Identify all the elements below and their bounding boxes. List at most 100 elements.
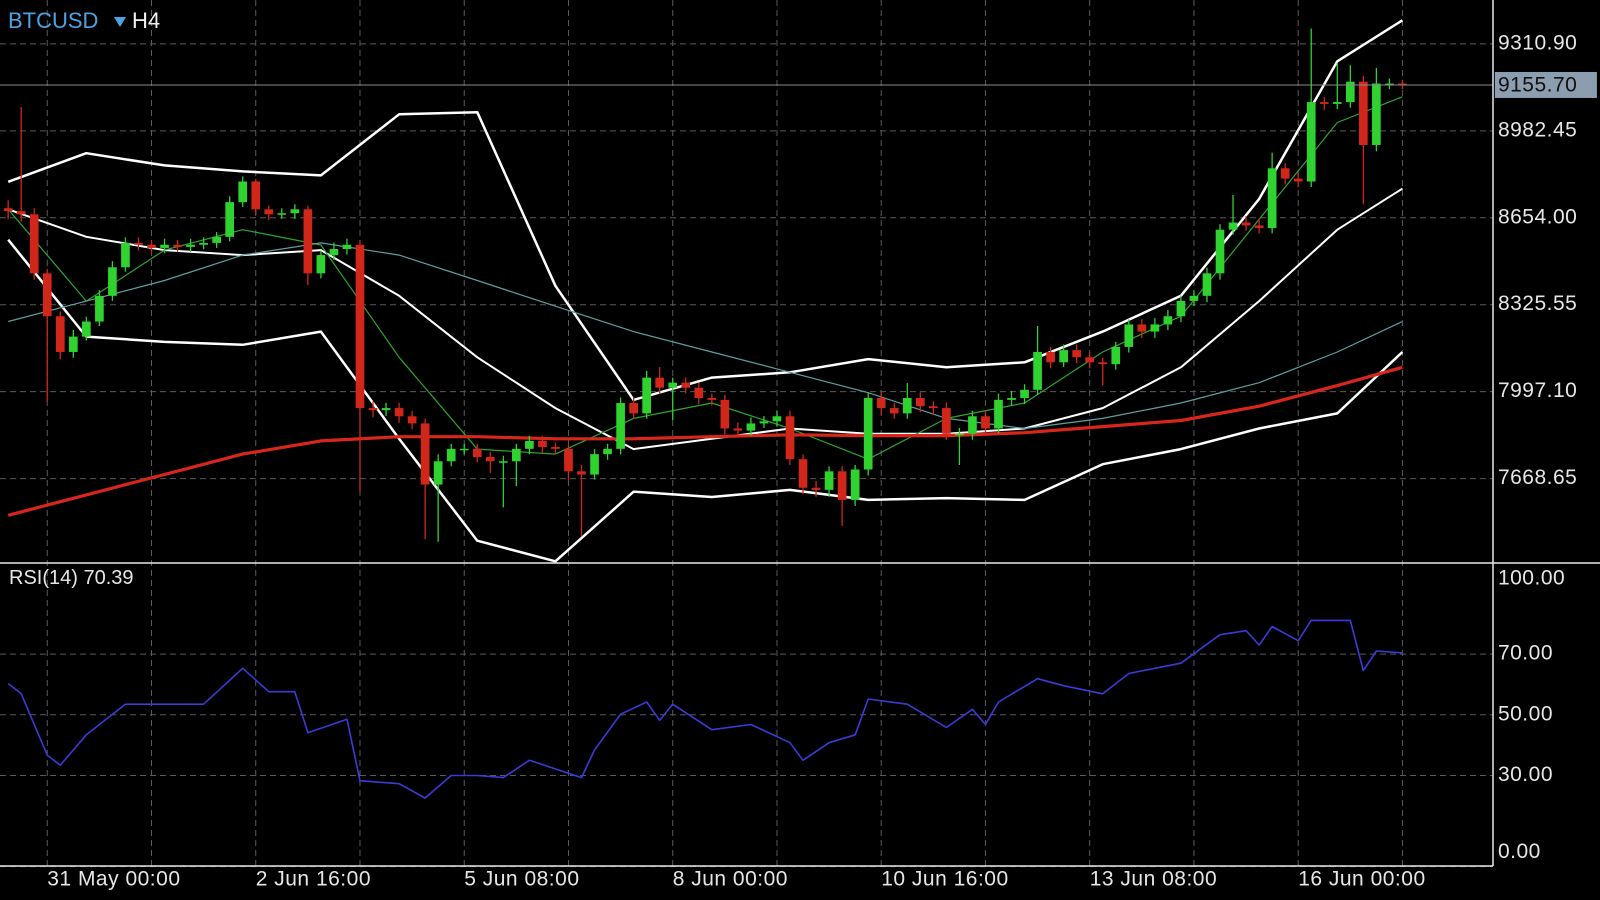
y-tick-label: 30.00 bbox=[1498, 763, 1553, 786]
y-tick-label: 0.00 bbox=[1498, 840, 1541, 863]
candle-body bbox=[108, 267, 117, 296]
candle-body bbox=[1137, 324, 1147, 332]
candle-body bbox=[590, 454, 599, 475]
candle-body bbox=[342, 244, 352, 249]
dropdown-icon[interactable] bbox=[114, 17, 126, 27]
candle-body bbox=[1385, 83, 1394, 86]
y-tick-label: 8654.00 bbox=[1498, 205, 1577, 228]
x-tick-label: 31 May 00:00 bbox=[47, 868, 180, 891]
candle-body bbox=[1228, 222, 1238, 230]
overlay-line bbox=[7, 365, 1403, 517]
candle-body bbox=[642, 377, 651, 414]
y-tick-label: 9310.90 bbox=[1498, 31, 1577, 54]
timeframe: H4 bbox=[132, 8, 160, 33]
candle-body bbox=[485, 457, 495, 462]
candle-body bbox=[1319, 102, 1329, 104]
candle-body bbox=[160, 244, 169, 248]
candle-body bbox=[420, 423, 430, 485]
candle-body bbox=[29, 214, 39, 274]
indicator-value: 70.39 bbox=[83, 567, 133, 589]
candle-body bbox=[577, 471, 586, 475]
candle-body bbox=[290, 209, 300, 214]
candle-body bbox=[707, 398, 717, 400]
candle-body bbox=[1150, 324, 1160, 332]
y-tick-label: 50.00 bbox=[1498, 702, 1553, 725]
candle-body bbox=[981, 416, 990, 429]
y-tick-label: 8325.55 bbox=[1498, 292, 1577, 315]
candle-body bbox=[1046, 351, 1055, 363]
candle-body bbox=[1267, 168, 1277, 229]
x-tick-label: 2 Jun 16:00 bbox=[256, 868, 371, 891]
candle-body bbox=[1254, 225, 1264, 229]
candle-body bbox=[1241, 222, 1251, 226]
candle-body bbox=[837, 471, 847, 500]
candle-body bbox=[564, 448, 573, 472]
candle-body bbox=[303, 209, 313, 274]
candle-body bbox=[994, 399, 1003, 429]
candle-body bbox=[1332, 102, 1342, 104]
candle-body bbox=[433, 461, 443, 485]
current-price-box bbox=[1494, 71, 1597, 98]
candle-body bbox=[55, 316, 65, 352]
candle-body bbox=[955, 433, 964, 436]
candle-body bbox=[368, 408, 378, 411]
frame bbox=[0, 0, 1600, 867]
candle-body bbox=[525, 440, 534, 449]
candle-body bbox=[863, 398, 873, 470]
candle-body bbox=[147, 244, 156, 248]
candle-body bbox=[264, 209, 274, 215]
candle-body bbox=[1098, 362, 1108, 365]
candle-body bbox=[212, 236, 221, 243]
candle-body bbox=[551, 446, 560, 449]
candle-body bbox=[1398, 83, 1407, 86]
symbol: BTCUSD bbox=[8, 8, 98, 33]
candle-body bbox=[121, 242, 130, 268]
candle-body bbox=[355, 244, 365, 409]
candle-body bbox=[668, 382, 678, 388]
candle-body bbox=[407, 416, 417, 424]
candle-body bbox=[1072, 350, 1082, 358]
candle-body bbox=[394, 408, 404, 417]
candle-body bbox=[876, 398, 886, 409]
overlay-line bbox=[7, 238, 1404, 563]
candle-body bbox=[316, 255, 326, 274]
candle-body bbox=[173, 244, 182, 247]
candle-body bbox=[1306, 102, 1316, 182]
candle-body bbox=[1280, 168, 1290, 179]
candle-body bbox=[850, 469, 860, 500]
overlay-line bbox=[8, 242, 1403, 430]
candle-body bbox=[1176, 300, 1186, 317]
candle-body bbox=[42, 273, 52, 317]
x-tick-label: 5 Jun 08:00 bbox=[464, 868, 579, 891]
candle-body bbox=[1202, 273, 1212, 296]
candle-body bbox=[1345, 81, 1355, 103]
candle-body bbox=[459, 448, 469, 451]
candle-body bbox=[772, 416, 782, 422]
candle-body bbox=[1215, 229, 1225, 274]
candle-body bbox=[134, 242, 143, 245]
indicator-name: RSI(14) bbox=[9, 567, 78, 589]
x-tick-label: 10 Jun 16:00 bbox=[881, 868, 1008, 891]
candle-body bbox=[1085, 357, 1095, 363]
candle-body bbox=[225, 202, 235, 237]
candle-body bbox=[1111, 346, 1121, 365]
candle-body bbox=[733, 428, 743, 431]
candle-body bbox=[902, 398, 912, 414]
candle-body bbox=[889, 408, 899, 414]
candle-body bbox=[746, 423, 756, 431]
candle-body bbox=[1293, 178, 1303, 182]
candle-body bbox=[95, 295, 104, 322]
candle-body bbox=[915, 398, 925, 407]
candle-body bbox=[238, 181, 248, 203]
candle-body bbox=[785, 416, 795, 460]
y-tick-label: 70.00 bbox=[1498, 642, 1553, 665]
candle-body bbox=[968, 416, 977, 434]
x-tick-label: 13 Jun 08:00 bbox=[1090, 868, 1217, 891]
candle-body bbox=[681, 382, 691, 388]
candle-body bbox=[759, 421, 769, 424]
candle-body bbox=[1372, 83, 1381, 145]
y-tick-label: 7668.65 bbox=[1498, 466, 1577, 489]
candle-body bbox=[629, 403, 638, 414]
